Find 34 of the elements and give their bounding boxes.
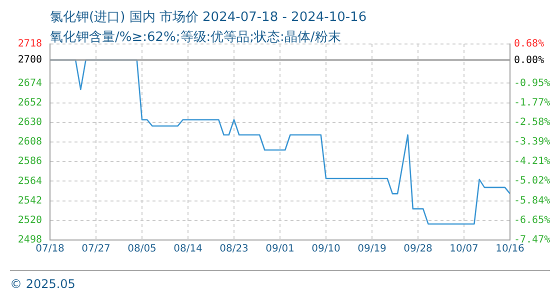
- y-tick-label: 2718: [18, 38, 42, 50]
- x-tick-label: 07/18: [36, 244, 64, 255]
- x-tick-label: 08/14: [174, 244, 202, 255]
- y2-tick-label: -2.58%: [514, 116, 550, 128]
- x-tick-label: 08/23: [220, 244, 248, 255]
- y-tick-label: 2630: [18, 116, 42, 128]
- y-tick-label: 2700: [18, 54, 42, 66]
- text: © 2025.05: [10, 277, 76, 291]
- y2-tick-label: -5.84%: [514, 195, 550, 206]
- x-tick-label: 09/19: [358, 244, 386, 255]
- x-tick-label: 08/05: [128, 244, 156, 255]
- y2-tick-label: 0.68%: [514, 38, 544, 50]
- y2-tick-label: 0.00%: [514, 54, 544, 66]
- y2-tick-label: -6.65%: [514, 214, 550, 226]
- x-tick-label: 10/07: [450, 244, 478, 255]
- y2-tick-label: -5.02%: [514, 176, 550, 187]
- x-tick-label: 07/27: [82, 244, 110, 255]
- y-tick-label: 2542: [18, 195, 42, 206]
- y2-tick-label: -3.39%: [514, 136, 550, 148]
- x-tick-label: 09/10: [312, 244, 340, 255]
- chart-title: 氯化钾(进口) 国内 市场价 2024-07-18 - 2024-10-16: [50, 9, 367, 26]
- y-tick-label: 2520: [18, 214, 42, 226]
- y-tick-label: 2586: [18, 156, 42, 168]
- y2-tick-label: -0.95%: [514, 78, 550, 89]
- y2-tick-label: -4.21%: [514, 156, 550, 168]
- y-tick-label: 2652: [18, 97, 42, 108]
- x-tick-label: 10/16: [496, 244, 524, 255]
- x-tick-label: 09/01: [266, 244, 294, 255]
- y-tick-label: 2674: [18, 78, 42, 89]
- y-tick-label: 2564: [18, 176, 42, 187]
- y2-tick-label: -1.77%: [514, 98, 550, 109]
- y-tick-label: 2608: [18, 136, 42, 148]
- chart-subtitle: 氧化钾含量/%≥:62%;等级:优等品;状态:晶体/粉末: [50, 29, 341, 46]
- x-tick-label: 09/28: [404, 244, 432, 255]
